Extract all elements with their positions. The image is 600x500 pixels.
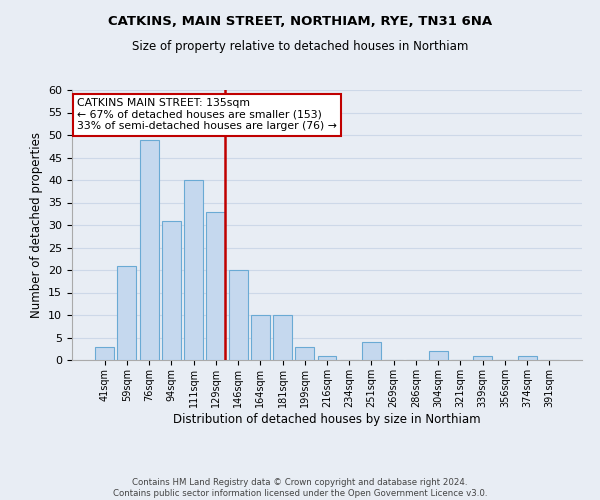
Bar xyxy=(118,266,136,360)
X-axis label: Distribution of detached houses by size in Northiam: Distribution of detached houses by size … xyxy=(173,412,481,426)
Bar xyxy=(251,315,270,360)
Bar xyxy=(140,140,158,360)
Bar xyxy=(429,351,448,360)
Bar xyxy=(184,180,203,360)
Text: Size of property relative to detached houses in Northiam: Size of property relative to detached ho… xyxy=(132,40,468,53)
Bar xyxy=(95,346,114,360)
Bar xyxy=(273,315,292,360)
Text: Contains HM Land Registry data © Crown copyright and database right 2024.
Contai: Contains HM Land Registry data © Crown c… xyxy=(113,478,487,498)
Y-axis label: Number of detached properties: Number of detached properties xyxy=(29,132,43,318)
Bar xyxy=(362,342,381,360)
Bar xyxy=(473,356,492,360)
Bar xyxy=(229,270,248,360)
Bar xyxy=(206,212,225,360)
Text: CATKINS, MAIN STREET, NORTHIAM, RYE, TN31 6NA: CATKINS, MAIN STREET, NORTHIAM, RYE, TN3… xyxy=(108,15,492,28)
Bar xyxy=(317,356,337,360)
Bar xyxy=(518,356,536,360)
Text: CATKINS MAIN STREET: 135sqm
← 67% of detached houses are smaller (153)
33% of se: CATKINS MAIN STREET: 135sqm ← 67% of det… xyxy=(77,98,337,132)
Bar xyxy=(162,220,181,360)
Bar xyxy=(295,346,314,360)
